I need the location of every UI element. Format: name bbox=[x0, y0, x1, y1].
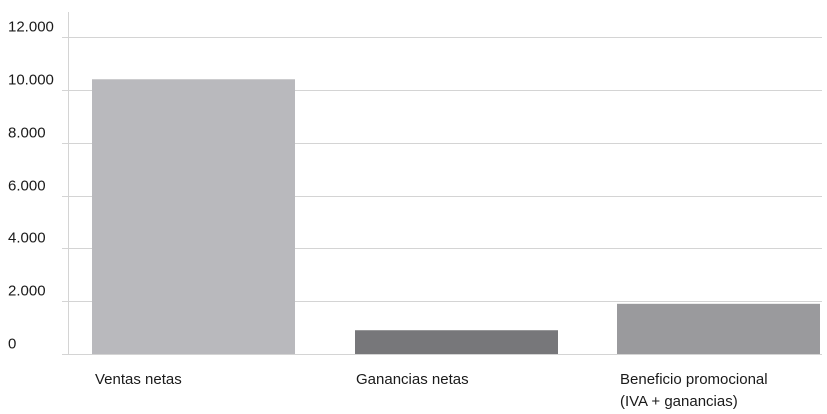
y-tick-label: 6.000 bbox=[8, 178, 46, 195]
y-tick-label: 12.000 bbox=[8, 19, 54, 36]
x-category-label-line: Ganancias netas bbox=[356, 371, 469, 388]
x-category-label-line: Beneficio promocional bbox=[620, 371, 768, 388]
x-category-label: Ventas netas bbox=[95, 371, 182, 388]
y-axis-ticks: 12.000 10.000 8.000 6.000 4.000 2.000 0 bbox=[8, 19, 54, 353]
x-category-label-line: Ventas netas bbox=[95, 371, 182, 388]
y-tick-label: 0 bbox=[8, 336, 16, 353]
y-tick-label: 2.000 bbox=[8, 283, 46, 300]
y-tick-label: 4.000 bbox=[8, 230, 46, 247]
bars bbox=[92, 79, 820, 355]
y-tick-label: 10.000 bbox=[8, 72, 54, 89]
x-category-label: Beneficio promocional (IVA + ganancias) bbox=[620, 371, 768, 410]
bar bbox=[355, 330, 558, 354]
x-category-label: Ganancias netas bbox=[356, 371, 469, 388]
bar bbox=[92, 79, 295, 355]
x-category-label-line: (IVA + ganancias) bbox=[620, 393, 738, 410]
bar bbox=[617, 303, 820, 354]
y-tick-label: 8.000 bbox=[8, 125, 46, 142]
x-axis-categories: Ventas netas Ganancias netas Beneficio pro… bbox=[95, 371, 768, 410]
